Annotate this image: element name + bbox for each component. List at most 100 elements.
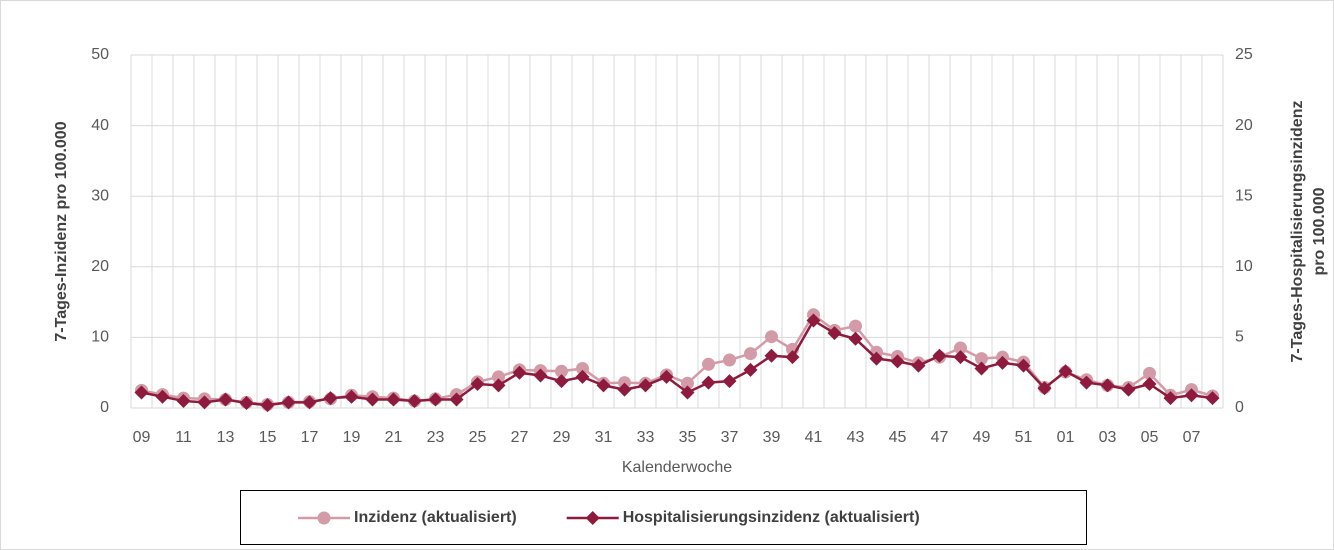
data-marker [302,395,317,410]
x-tick-label: 07 [1183,429,1201,446]
y2-tick-label: 15 [1235,187,1253,204]
x-tick-label: 15 [259,429,277,446]
data-marker [723,353,736,367]
y-tick-label: 50 [91,46,109,63]
data-marker [555,364,568,378]
y2-axis-title: pro 100.000 [1311,187,1328,275]
data-marker [849,319,862,333]
data-marker [260,398,275,413]
data-marker [744,347,757,361]
x-tick-label: 05 [1141,429,1159,446]
data-marker [680,385,695,400]
x-tick-label: 19 [343,429,361,446]
data-marker [218,392,233,407]
x-tick-label: 37 [721,429,739,446]
data-marker [722,374,737,389]
y2-tick-label: 0 [1235,399,1244,416]
data-marker [954,341,967,355]
data-marker [134,385,149,400]
data-marker [386,392,401,407]
x-tick-label: 25 [469,429,487,446]
x-tick-label: 01 [1057,429,1075,446]
legend-label: Hospitalisierungsinzidenz (aktualisiert) [623,509,920,526]
y-tick-label: 0 [100,399,109,416]
x-tick-label: 43 [847,429,865,446]
legend-marker [585,511,600,525]
x-tick-label: 23 [427,429,445,446]
y2-tick-label: 10 [1235,258,1253,275]
data-marker [618,376,631,390]
y-tick-label: 40 [91,117,109,134]
data-marker [681,376,694,390]
data-marker [576,361,589,375]
data-marker [1121,382,1136,397]
data-marker [848,331,863,346]
y2-tick-label: 20 [1235,117,1253,134]
x-tick-label: 39 [763,429,781,446]
data-marker [953,350,968,365]
data-marker [239,396,254,411]
data-marker [554,374,569,389]
data-marker [470,376,485,391]
data-marker [806,313,821,328]
x-tick-label: 35 [679,429,697,446]
x-tick-label: 17 [301,429,319,446]
data-marker [1205,391,1220,406]
x-tick-label: 11 [175,429,192,446]
data-marker [890,354,905,369]
data-marker [176,393,191,408]
data-marker [1100,378,1115,393]
data-marker [785,350,800,365]
x-tick-label: 47 [931,429,949,446]
data-marker [1037,381,1052,396]
data-marker [512,365,527,380]
legend-marker [317,511,331,525]
data-marker [764,348,779,363]
y-tick-label: 30 [91,187,109,204]
x-tick-label: 45 [889,429,907,446]
data-marker [596,378,611,393]
data-marker [743,362,758,377]
data-marker [701,375,716,390]
data-marker [1163,391,1178,406]
data-marker [281,395,296,410]
x-tick-label: 21 [385,429,403,446]
data-marker [974,361,989,376]
x-tick-label: 13 [217,429,235,446]
data-marker [323,391,338,406]
data-marker [492,370,505,384]
data-marker [638,378,653,393]
data-marker [449,392,464,407]
data-marker [365,392,380,407]
data-marker [1143,366,1156,380]
x-axis-title: Kalenderwoche [622,459,732,476]
data-marker [1016,358,1031,373]
data-marker [995,355,1010,370]
data-marker [932,348,947,363]
data-marker [428,392,443,407]
data-marker [702,357,715,371]
data-marker [575,369,590,384]
x-tick-label: 49 [973,429,991,446]
data-marker [155,389,170,404]
legend-label: Inzidenz (aktualisiert) [354,509,517,526]
x-tick-label: 51 [1015,429,1033,446]
data-marker [1079,375,1094,390]
data-marker [1184,388,1199,403]
data-marker [197,395,212,410]
data-marker [491,378,506,393]
data-marker [765,330,778,344]
x-tick-label: 03 [1099,429,1117,446]
x-tick-label: 41 [805,429,823,446]
y2-axis-title: 7-Tages-Hospitalisierungsinzidenz [1289,101,1306,363]
data-marker [827,326,842,341]
data-marker [1142,376,1157,391]
x-tick-label: 27 [511,429,529,446]
y2-tick-label: 5 [1235,329,1244,346]
data-marker [344,389,359,404]
data-marker [911,358,926,373]
data-marker [407,393,422,408]
y-tick-label: 20 [91,258,109,275]
